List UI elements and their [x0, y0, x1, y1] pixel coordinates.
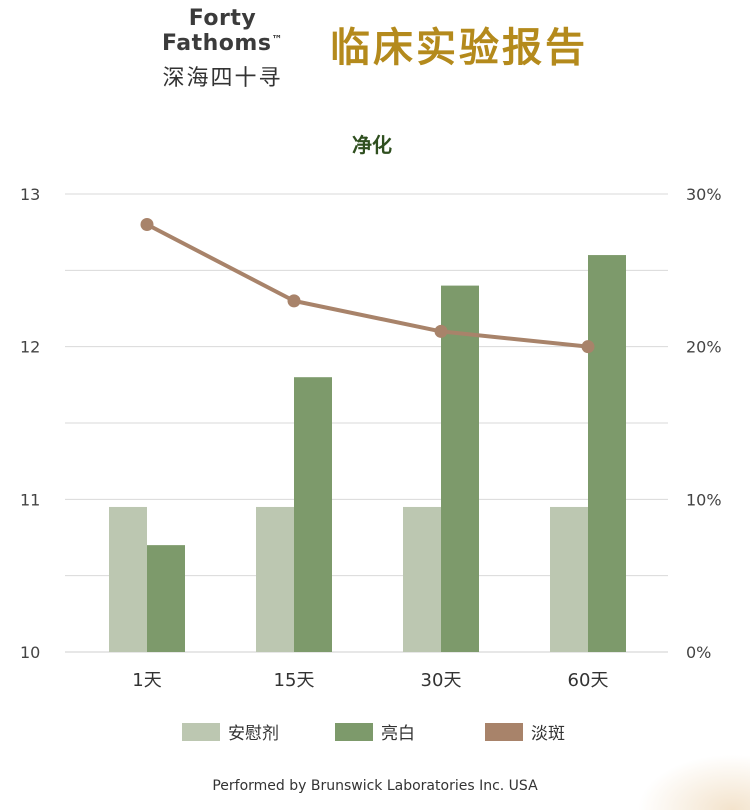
y-right-tick-label: 10%: [686, 490, 722, 509]
bar-brightening: [147, 545, 185, 652]
chart-title: 净化: [352, 133, 392, 157]
brand-name-en: Forty Fathoms™: [162, 6, 283, 56]
bar-brightening: [441, 285, 479, 652]
bar-brightening: [588, 255, 626, 653]
footer-credit: Performed by Brunswick Laboratories Inc.…: [212, 778, 538, 794]
legend-swatch: [335, 723, 373, 741]
y-left-tick-label: 11: [20, 490, 40, 509]
bar-placebo: [403, 506, 441, 652]
legend-label: 安慰剂: [228, 724, 279, 744]
bar-placebo: [256, 506, 294, 652]
y-right-tick-label: 0%: [686, 643, 711, 662]
line-point: [287, 294, 301, 308]
x-tick-label: 15天: [274, 670, 315, 691]
report-title: 临床实验报告: [330, 25, 588, 71]
legend-swatch: [182, 723, 220, 741]
bar-placebo: [109, 506, 147, 652]
y-left-tick-label: 10: [20, 643, 40, 662]
line-spot-fading: [146, 222, 589, 349]
brand-logo: Forty Fathoms™ 深海四十寻: [135, 6, 310, 92]
y-left-tick-label: 12: [20, 338, 40, 357]
line-point: [581, 340, 595, 354]
legend-label: 亮白: [381, 724, 415, 744]
x-tick-label: 30天: [421, 670, 462, 691]
trademark-mark: ™: [271, 33, 283, 46]
bar-brightening: [294, 377, 332, 652]
bar-placebo: [550, 506, 588, 652]
legend-swatch: [485, 723, 523, 741]
line-point: [140, 218, 154, 232]
brand-name-zh: 深海四十寻: [162, 66, 283, 91]
corner-glow: [630, 750, 750, 810]
y-right-tick-label: 30%: [686, 185, 722, 204]
x-tick-label: 1天: [132, 670, 161, 691]
x-tick-label: 60天: [568, 670, 609, 691]
y-left-tick-label: 13: [20, 185, 40, 204]
legend-label: 淡斑: [531, 724, 565, 744]
y-right-tick-label: 20%: [686, 338, 722, 357]
line-point: [434, 324, 448, 338]
